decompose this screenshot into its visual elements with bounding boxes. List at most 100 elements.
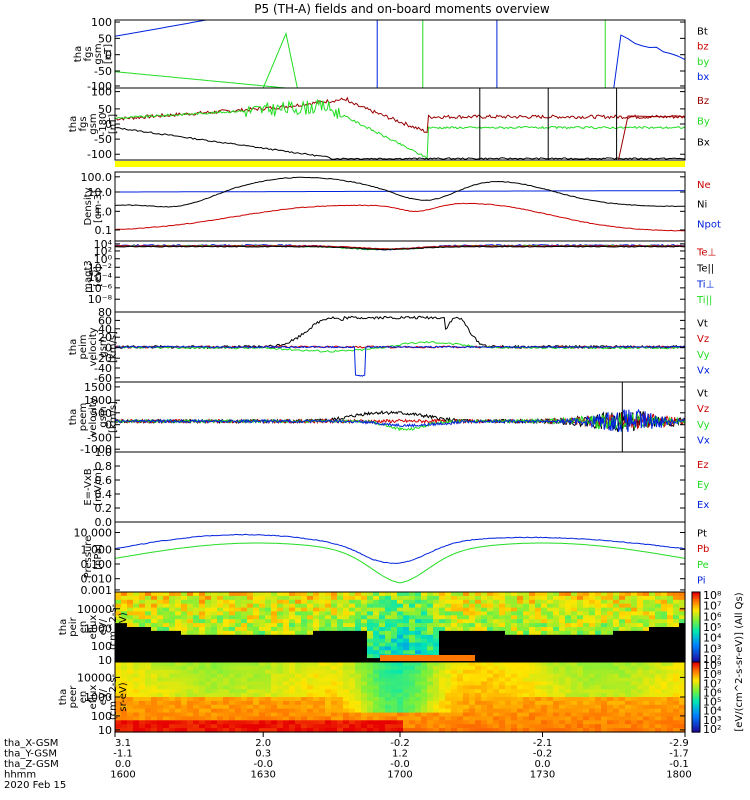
x-axis-value: -1.7 [669, 749, 689, 760]
trace-peim-Vy [114, 340, 686, 353]
y-tick-label: 40 [98, 323, 112, 336]
y-tick-label: 0.8 [95, 460, 113, 473]
x-axis-value: 0.3 [255, 749, 271, 760]
y-axis-label: Pressure[nPa] [83, 536, 104, 579]
colorbar-tick: 10⁹ [703, 659, 721, 672]
y-tick-label: 10⁻⁴ [88, 271, 113, 284]
legend-peim_velocity-2: Vy [697, 350, 710, 361]
legend-fgs_gsm_nosat-0: Bz [697, 96, 709, 107]
x-axis-value: 1.2 [392, 749, 408, 760]
x-axis-value: 1700 [387, 770, 412, 781]
y-tick-label: 0 [105, 49, 112, 62]
colorbar-tick: 10⁷ [703, 677, 721, 690]
trace-Pi [114, 533, 686, 564]
panel-frame [114, 87, 686, 161]
y-tick-label: 80 [98, 306, 112, 319]
x-axis-row-label: tha_Z-GSM [4, 759, 59, 770]
y-tick-label: 10000 [77, 603, 112, 616]
legend-fgs_gsm-2: by [697, 57, 709, 68]
trace-by [114, 71, 685, 89]
y-tick-label: 0.010 [81, 573, 113, 586]
y-tick-label: -40 [94, 362, 112, 375]
x-axis-date: 2020 Feb 15 [4, 780, 66, 791]
colorbar-tick: 10² [703, 723, 721, 736]
colorbar-tick: 10⁸ [703, 589, 722, 602]
legend-pressure-2: Pe [697, 560, 709, 571]
panel-density-traces [114, 176, 686, 232]
legend-pressure-3: Pi [697, 575, 706, 586]
legend-peim_velocity-3: Vx [697, 365, 710, 376]
plot-title: P5 (TH-A) fields and on-board moments ov… [254, 2, 550, 16]
panel-fgs_gsm_nosat-traces [114, 88, 686, 161]
y-tick-label: 100 [91, 710, 112, 723]
x-axis-value: -0.0 [390, 759, 410, 770]
colorbar-tick: 10³ [703, 642, 721, 655]
y-tick-label: 1000 [84, 622, 112, 635]
trace-Pe [114, 542, 686, 584]
y-tick-label: 10² [94, 245, 112, 258]
x-axis-value: -0.2 [390, 738, 410, 749]
x-axis-row-label: hhmm [4, 770, 36, 781]
panel-temperature-traces [114, 243, 686, 251]
legend-density-0: Ne [697, 180, 711, 191]
panel-frame [114, 521, 686, 593]
trace-Bz [114, 96, 686, 134]
panel-peem_velocity-traces [114, 382, 686, 452]
y-axis-label: Density[cm-3] [83, 187, 104, 225]
y-tick-label: 10⁰ [94, 253, 113, 266]
legend-efield-1: Ey [697, 480, 709, 491]
colorbar-tick: 10⁵ [703, 621, 721, 634]
colorbar-tick: 10² [703, 653, 721, 666]
y-tick-label: 1.0 [95, 205, 113, 218]
x-axis-value: -0.0 [253, 759, 273, 770]
colorbar-tick: 10³ [703, 714, 721, 727]
x-axis-value: -1.1 [113, 749, 133, 760]
legend-peem_velocity-3: Vx [697, 435, 710, 446]
y-tick-label: 1.000 [81, 543, 113, 556]
x-axis-value: 1800 [666, 770, 691, 781]
panel-efield: 1.00.80.60.40.20.0 E=-VxB[mV/m] Ez Ey Ex [83, 446, 709, 529]
y-tick-label: 10⁻² [88, 261, 112, 274]
y-tick-label: 0.6 [95, 474, 113, 487]
panel-peim_velocity-traces [114, 315, 686, 377]
x-axis-value: 3.1 [115, 738, 131, 749]
x-axis-value: -2.9 [669, 738, 689, 749]
colorbar-tick: 10⁷ [703, 600, 721, 613]
trace-Npot [115, 190, 685, 193]
x-axis-value: 0.0 [115, 759, 131, 770]
legend-peem_velocity-1: Vz [697, 404, 709, 415]
colorbar-tick: 10⁸ [703, 668, 722, 681]
legend-peem_velocity-0: Vt [697, 389, 708, 400]
y-tick-label: 1000 [84, 691, 112, 704]
legend-peim_velocity-1: Vz [697, 334, 709, 345]
y-tick-label: 10 [98, 654, 112, 667]
trace-peem-Vy [114, 413, 686, 432]
trace-peim-Vt [114, 315, 686, 350]
y-tick-label: 100 [91, 16, 112, 29]
legend-density-2: Npot [697, 219, 721, 230]
y-axis-label: magt3[eV] [83, 260, 104, 293]
x-axis-row-label: tha_X-GSM [4, 738, 58, 749]
legend-temperature-3: Ti|| [696, 295, 712, 306]
colorbar-label: [eV/(cm^2-s-sr-eV)] (All Qs) [734, 592, 745, 731]
y-tick-label: 10⁻⁶ [88, 282, 113, 295]
x-axis-value: -0.1 [669, 759, 689, 770]
panel-frame [114, 240, 686, 313]
trace-Te-par [114, 245, 686, 251]
y-tick-label: 20 [98, 331, 112, 344]
legend-efield-2: Ex [697, 500, 709, 511]
y-tick-label: 10000 [77, 671, 112, 684]
y-tick-label: -60 [94, 372, 112, 385]
trace-peim-Vx [114, 345, 686, 377]
y-tick-label: 100 [91, 640, 112, 653]
legend-fgs_gsm-0: Bt [697, 27, 708, 38]
legend-fgs_gsm-1: bz [697, 42, 709, 53]
legend-fgs_gsm-3: bx [697, 72, 709, 83]
trace-bx [114, 19, 685, 37]
x-axis-value: 1630 [250, 770, 275, 781]
y-tick-label: 100.0 [81, 171, 113, 184]
